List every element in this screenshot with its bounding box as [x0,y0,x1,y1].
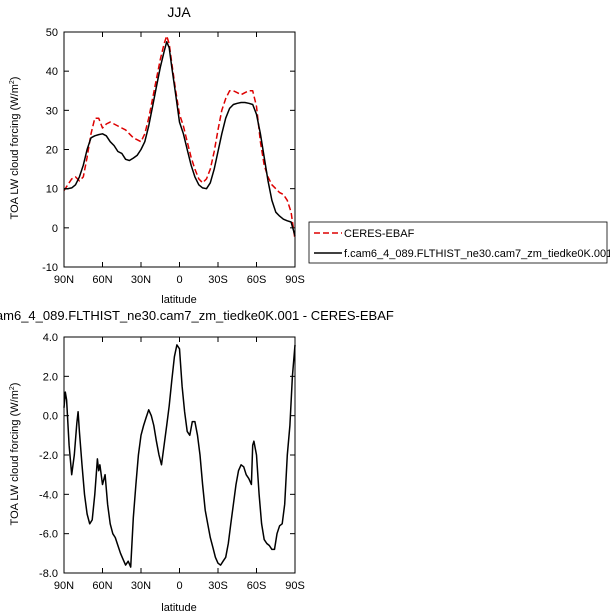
top-x-tick-label: 60S [247,274,267,286]
svg-text:TOA LW cloud forcing (W/m2): TOA LW cloud forcing (W/m2) [9,77,21,220]
bottom-y-tick-label: -6.0 [39,529,58,541]
legend-label-model: f.cam6_4_089.FLTHIST_ne30.cam7_zm_tiedke… [344,248,610,260]
bottom-plot-frame [63,336,296,574]
bottom-x-axis-title: latitude [161,602,196,614]
top-x-tick-label: 0 [176,274,182,286]
top-y-tick-label: 0 [52,223,58,235]
top-y-tick-label: 40 [46,66,58,78]
bottom-ylabel-end: ) [9,383,21,387]
top-y-tick-label: 20 [46,145,58,157]
bottom-y-axis-title: TOA LW cloud forcing (W/m2) [9,383,21,526]
top-y-tick-label: 10 [46,184,58,196]
bottom-panel: f.cam6_4_089.FLTHIST_ne30.cam7_zm_tiedke… [0,308,394,614]
top-series-lines [63,35,296,240]
top-panel: JJA TOA LW cloud forcing (W/m2) latitude… [9,4,305,306]
bottom-x-tick-label: 30N [131,580,151,592]
top-x-tick-label: 30N [131,274,151,286]
bottom-y-tick-label: -8.0 [39,568,58,580]
top-series-line-1 [64,41,296,236]
bottom-y-tick-label: 0.0 [43,411,58,423]
top-x-tick-label: 90N [54,274,74,286]
bottom-x-tick-label: 90S [285,580,305,592]
bottom-ylabel-sup: 2 [9,386,16,390]
top-plot-frame [63,31,296,268]
svg-text:TOA LW cloud forcing (W/m2): TOA LW cloud forcing (W/m2) [9,383,21,526]
bottom-x-tick-label: 90N [54,580,74,592]
bottom-axis-ticks: 90N 60N 30N 0 30S 60S 90S -8.0 -6.0 -4.0 -2.0 0.0 2.… [39,332,305,592]
top-ylabel-sup: 2 [9,80,16,84]
top-x-tick-label: 60N [92,274,112,286]
top-x-tick-label: 30S [208,274,228,286]
top-y-tick-label: 30 [46,105,58,117]
legend-box [308,221,608,264]
top-y-tick-label: -10 [42,262,58,274]
bottom-ylabel-main: TOA LW cloud forcing (W/m [9,390,21,525]
top-y-tick-label: 50 [46,27,58,39]
bottom-x-tick-label: 60S [247,580,267,592]
bottom-chart-title: f.cam6_4_089.FLTHIST_ne30.cam7_zm_tiedke… [0,308,394,323]
bottom-series-line-0 [63,344,296,568]
top-axis-ticks: 90N 60N 30N 0 30S 60S 90S -10 0 10 20 30 40 50 [42,27,305,286]
bottom-y-tick-label: 4.0 [43,332,58,344]
bottom-y-tick-label: -2.0 [39,450,58,462]
bottom-series-lines [63,344,296,568]
top-ylabel-main: TOA LW cloud forcing (W/m [9,84,21,219]
bottom-x-tick-label: 60N [92,580,112,592]
bottom-y-tick-label: 2.0 [43,371,58,383]
top-series-line-0 [63,35,296,240]
top-x-axis-title: latitude [161,294,196,306]
top-x-tick-label: 90S [285,274,305,286]
bottom-x-tick-label: 30S [208,580,228,592]
top-y-axis-title: TOA LW cloud forcing (W/m2) [9,77,21,220]
top-ylabel-end: ) [9,77,21,81]
top-chart-title: JJA [167,4,191,20]
legend: CERES-EBAF f.cam6_4_089.FLTHIST_ne30.cam… [308,221,610,264]
legend-label-ceres: CERES-EBAF [344,228,415,240]
bottom-y-tick-label: -4.0 [39,489,58,501]
bottom-x-tick-label: 0 [176,580,182,592]
